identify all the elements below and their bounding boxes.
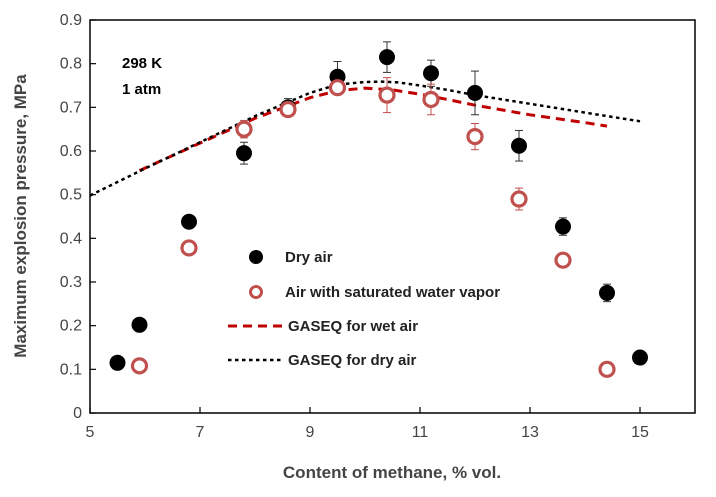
x-tick-label: 5 [86,424,95,441]
wet-air-point [466,127,484,146]
x-tick-label: 9 [306,424,315,441]
y-axis-title: Maximum explosion pressure, MPa [11,74,30,358]
wet-air-point [180,239,198,257]
annotation-temperature: 298 K [122,55,162,72]
x-tick-label: 13 [521,424,539,441]
dry-air-point [511,137,527,154]
x-axis: 5 7 9 11 13 15 [86,407,649,441]
wet-air-point [598,360,616,378]
y-tick-label: 0.3 [60,274,82,291]
x-axis-title: Content of methane, % vol. [283,463,501,482]
dry-air-point [109,354,126,371]
legend-marker-dry-air [249,250,263,264]
legend-label-gaseq-dry: GASEQ for dry air [288,352,417,369]
data-points [109,49,648,378]
dry-air-point [236,145,252,162]
dry-air-point [131,316,148,333]
plot-area [89,19,696,414]
gaseq-wet-line [138,86,608,172]
dry-air-point [555,218,571,235]
wet-air-point [328,79,347,97]
annotation-pressure: 1 atm [122,81,161,98]
dry-air-point [181,213,197,230]
y-tick-label: 0.7 [60,99,82,116]
legend-label-dry-air: Dry air [285,249,333,266]
wet-air-point [378,86,396,104]
y-tick-label: 0.2 [60,318,82,335]
y-axis: 0 0.1 0.2 0.3 0.4 0.5 0.6 0.7 0.8 0.9 [60,12,96,422]
y-tick-label: 0 [73,405,82,422]
y-tick-label: 0.1 [60,361,82,378]
dry-air-point [632,349,648,366]
wet-air-point [510,190,528,208]
legend-label-gaseq-wet: GASEQ for wet air [288,318,418,335]
x-tick-label: 11 [412,424,429,441]
y-tick-label: 0.5 [60,187,82,204]
legend-marker-wet-air [249,285,263,299]
wet-air-point [235,120,253,138]
y-tick-label: 0.8 [60,56,82,73]
dry-air-point [599,284,615,301]
gaseq-dry-line [89,80,641,197]
wet-air-point [422,90,440,109]
y-tick-label: 0.9 [60,12,82,29]
plot-frame [89,19,696,414]
y-tick-label: 0.4 [60,230,82,247]
dry-air-point [423,65,439,82]
x-tick-label: 15 [631,424,649,441]
wet-air-point [554,251,572,269]
x-tick-label: 7 [196,424,205,441]
y-tick-label: 0.6 [60,143,82,160]
wet-air-point [279,100,297,119]
dry-air-point [379,49,395,66]
wet-air-point [130,357,149,375]
model-lines [89,80,641,197]
dry-air-point [467,84,483,101]
legend-label-wet-air: Air with saturated water vapor [285,284,500,301]
legend: Dry air Air with saturated water vapor G… [228,249,500,369]
